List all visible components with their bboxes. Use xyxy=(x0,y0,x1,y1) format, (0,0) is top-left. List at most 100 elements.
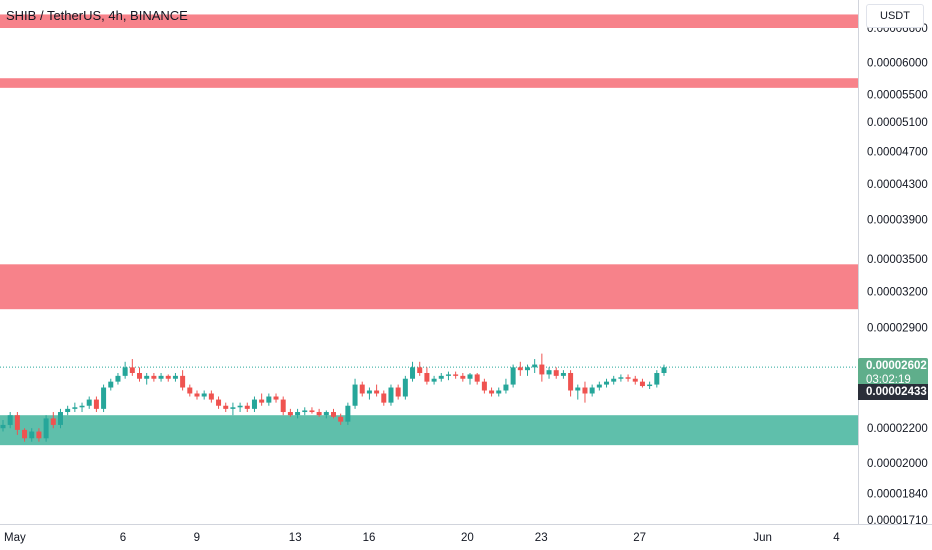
candle-body xyxy=(244,405,250,409)
candle-body xyxy=(424,373,430,382)
candle-body xyxy=(589,387,595,394)
y-tick-label: 0.00002900 xyxy=(867,323,928,335)
candle-body xyxy=(108,381,114,388)
candle-body xyxy=(445,374,451,376)
candle-body xyxy=(481,381,487,391)
x-tick-label: 20 xyxy=(461,532,474,544)
candle-body xyxy=(158,375,164,379)
x-tick-label: 9 xyxy=(194,532,200,544)
candle-body xyxy=(503,384,509,391)
candle-body xyxy=(266,396,272,403)
candle-body xyxy=(338,416,344,422)
candle-body xyxy=(287,412,293,416)
candle-body xyxy=(50,418,56,425)
candle-body xyxy=(596,384,602,388)
y-tick-label: 0.00001710 xyxy=(867,515,928,527)
candle-body xyxy=(180,375,186,388)
candle-body xyxy=(259,399,265,403)
candle-body xyxy=(639,381,645,387)
x-tick-label: 13 xyxy=(289,532,302,544)
candle-body xyxy=(366,390,372,394)
candle-body xyxy=(86,399,92,406)
candle-body xyxy=(381,393,387,403)
candle-body xyxy=(374,390,380,394)
candle-body xyxy=(524,367,530,371)
candle-body xyxy=(115,375,121,382)
candle-body xyxy=(309,410,315,413)
candle-body xyxy=(546,370,552,375)
candle-body xyxy=(647,384,653,387)
candle-body xyxy=(187,387,193,394)
candle-body xyxy=(496,390,502,394)
candle-body xyxy=(129,367,135,374)
candle-body xyxy=(316,412,322,416)
candle-body xyxy=(575,387,581,391)
x-tick-label: 16 xyxy=(363,532,376,544)
candle-body xyxy=(0,424,6,429)
candle-body xyxy=(417,367,423,374)
candle-body xyxy=(101,387,107,409)
y-tick-label: 0.00002000 xyxy=(867,458,928,470)
candle-body xyxy=(251,399,257,409)
resistance-zone-2 xyxy=(0,264,858,310)
candle-body xyxy=(273,396,279,400)
candle-body xyxy=(36,431,42,439)
candle-body xyxy=(14,415,20,430)
candle-body xyxy=(611,378,617,382)
x-tick-label: May xyxy=(4,532,26,544)
candle-body xyxy=(151,375,157,379)
candle-body xyxy=(553,370,559,376)
candle-body xyxy=(122,367,128,376)
candle-body xyxy=(582,387,588,394)
y-tick-label: 0.00006000 xyxy=(867,58,928,70)
candle-body xyxy=(137,373,143,379)
candle-body xyxy=(352,384,358,406)
candle-body xyxy=(453,374,459,376)
x-tick-label: 27 xyxy=(633,532,646,544)
candle-body xyxy=(625,377,631,379)
candle-body xyxy=(604,381,610,385)
y-tick-label: 0.00003200 xyxy=(867,287,928,299)
candle-body xyxy=(79,405,85,408)
candle-body xyxy=(216,399,222,406)
last-price-tag: 0.00002602 03:02:19 xyxy=(858,358,928,399)
candle-body xyxy=(402,378,408,397)
candle-body xyxy=(510,367,516,385)
candle-body xyxy=(237,405,243,408)
candle-body xyxy=(72,407,78,409)
candle-body xyxy=(632,378,638,382)
candle-body xyxy=(172,375,178,379)
y-tick-label: 0.00005100 xyxy=(867,117,928,129)
candle-body xyxy=(331,412,336,417)
candle-body xyxy=(395,387,401,397)
candle-body xyxy=(467,374,473,379)
candle-body xyxy=(532,364,538,368)
x-tick-label: 23 xyxy=(535,532,548,544)
candle-body xyxy=(43,418,49,439)
candle-body xyxy=(539,364,545,375)
candle-body xyxy=(661,367,667,374)
candle-body xyxy=(474,374,480,382)
candle-body xyxy=(223,405,229,409)
y-tick-label: 0.00003500 xyxy=(867,254,928,266)
candle-body xyxy=(460,375,466,379)
y-tick-label: 0.00005500 xyxy=(867,89,928,101)
candle-body xyxy=(489,390,495,394)
chart-title: SHIB / TetherUS, 4h, BINANCE xyxy=(6,8,188,23)
candle-body xyxy=(410,367,416,379)
y-tick-label: 0.00004300 xyxy=(867,179,928,191)
candle-body xyxy=(568,373,574,391)
candle-body xyxy=(7,415,13,425)
support-zone-3 xyxy=(0,415,858,446)
x-tick-label: 4 xyxy=(833,532,840,544)
candle-body xyxy=(29,431,35,439)
candle-body xyxy=(280,399,286,413)
candle-body xyxy=(431,378,437,382)
bar-countdown: 03:02:19 xyxy=(866,374,911,387)
candle-body xyxy=(359,384,365,394)
x-tick-label: Jun xyxy=(753,532,772,544)
currency-selector[interactable]: USDT xyxy=(866,4,924,28)
candle-body xyxy=(230,407,236,409)
y-tick-label: 0.00004700 xyxy=(867,147,928,159)
